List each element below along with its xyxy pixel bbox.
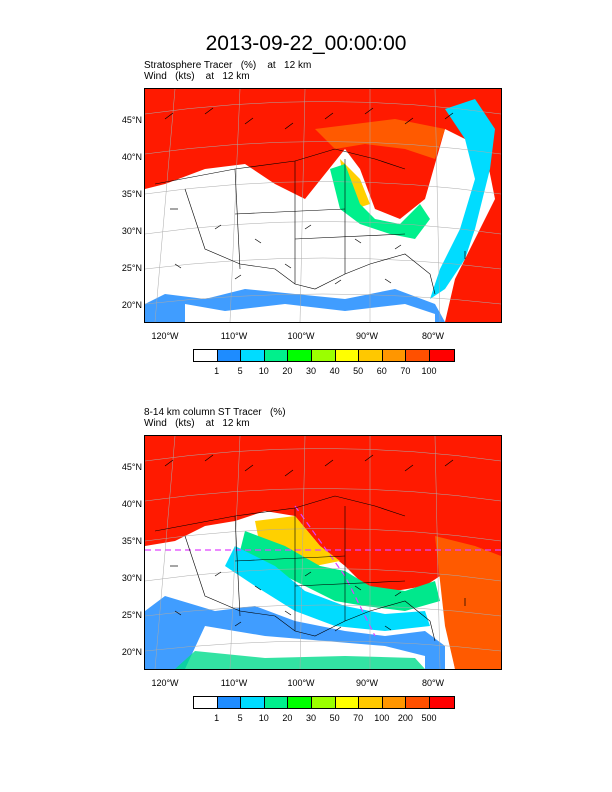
- colorbar-label: 1: [214, 713, 220, 723]
- colorbar-label: 70: [353, 713, 364, 723]
- colorbar-label: 50: [353, 366, 364, 376]
- panel1-tracer-red: [145, 89, 501, 322]
- colorbar-label: 20: [282, 366, 293, 376]
- panel2-map-svg: [145, 436, 501, 669]
- colorbar-label: 10: [258, 713, 269, 723]
- panel1-lat-label: 30°N: [121, 226, 142, 236]
- panel1-lat-label: 35°N: [121, 189, 142, 199]
- colorbar-label: 60: [376, 366, 387, 376]
- colorbar-swatch: [264, 697, 289, 708]
- colorbar-label: 500: [421, 713, 437, 723]
- colorbar-label: 70: [400, 366, 411, 376]
- colorbar-label: 100: [374, 713, 390, 723]
- plot-title: 2013-09-22_00:00:00: [205, 32, 407, 55]
- panel1-tracer-orange: [315, 119, 445, 159]
- panel1-colorbar: [193, 349, 455, 362]
- colorbar-swatch: [382, 697, 407, 708]
- panel2-dashed-diagonal: [294, 505, 376, 637]
- panel2-lon-label: 110°W: [220, 678, 248, 688]
- colorbar-swatch: [359, 697, 383, 708]
- panel2-lat-label: 25°N: [121, 610, 142, 620]
- colorbar-label: 5: [237, 713, 243, 723]
- panel2-map: [144, 435, 502, 670]
- panel1-lon-label: 80°W: [421, 331, 445, 341]
- colorbar-swatch: [217, 350, 242, 361]
- panel1-map-svg: [145, 89, 501, 322]
- colorbar-swatch: [264, 350, 289, 361]
- panel2-lat-label: 35°N: [121, 536, 142, 546]
- colorbar-swatch: [311, 697, 336, 708]
- panel1-wind-barbs: [164, 107, 466, 285]
- colorbar-swatch: [382, 350, 407, 361]
- panel2-wind-label: Wind (kts) at 12 km: [144, 418, 250, 429]
- colorbar-swatch: [241, 350, 265, 361]
- panel1-lon-label: 120°W: [151, 331, 179, 341]
- colorbar-label: 1: [214, 366, 220, 376]
- colorbar-swatch: [406, 697, 430, 708]
- panel1-lon-label: 100°W: [287, 331, 315, 341]
- colorbar-swatch: [359, 350, 383, 361]
- colorbar-swatch: [241, 697, 265, 708]
- colorbar-label: 100: [421, 366, 437, 376]
- colorbar-swatch: [429, 697, 454, 708]
- panel2-borders: [154, 495, 436, 642]
- panel2-lat-label: 45°N: [121, 462, 142, 472]
- colorbar-swatch: [194, 350, 218, 361]
- panel2-colorbar: [193, 696, 455, 709]
- colorbar-label: 200: [397, 713, 413, 723]
- colorbar-swatch: [335, 350, 360, 361]
- panel1-lat-label: 20°N: [121, 300, 142, 310]
- panel1-graticule: [145, 89, 501, 322]
- colorbar-label: 30: [305, 366, 316, 376]
- panel2-tracer-orange-east: [435, 536, 501, 669]
- colorbar-label: 5: [237, 366, 243, 376]
- panel2-lon-label: 120°W: [151, 678, 179, 688]
- panel1-tracer-green: [330, 164, 430, 239]
- colorbar-label: 20: [282, 713, 293, 723]
- panel2-lat-label: 40°N: [121, 499, 142, 509]
- colorbar-swatch: [335, 697, 360, 708]
- panel1-lat-label: 45°N: [121, 115, 142, 125]
- panel1-tracer-cyan: [430, 99, 495, 299]
- panel2-tracer-red: [145, 436, 501, 669]
- panel1-lat-label: 40°N: [121, 152, 142, 162]
- colorbar-label: 50: [329, 713, 340, 723]
- panel2-tracer-cyan: [225, 546, 430, 631]
- panel1-map: [144, 88, 502, 323]
- panel2-lon-label: 80°W: [421, 678, 445, 688]
- panel1-lon-label: 90°W: [355, 331, 379, 341]
- panel2-lon-label: 100°W: [287, 678, 315, 688]
- panel1-lon-label: 110°W: [220, 331, 248, 341]
- panel1-tracer-white-south: [185, 304, 435, 322]
- colorbar-swatch: [311, 350, 336, 361]
- panel2-lat-label: 20°N: [121, 647, 142, 657]
- panel2-graticule: [145, 436, 501, 669]
- panel2-wind-barbs: [164, 454, 466, 632]
- panel1-lat-label: 25°N: [121, 263, 142, 273]
- panel2-tracer-yellow: [255, 516, 340, 566]
- colorbar-label: 30: [305, 713, 316, 723]
- panel2-field-label: 8-14 km column ST Tracer (%): [144, 407, 286, 418]
- panel1-wind-label: Wind (kts) at 12 km: [144, 71, 250, 82]
- colorbar-swatch: [288, 350, 312, 361]
- panel1-borders: [154, 148, 436, 295]
- colorbar-swatch: [194, 697, 218, 708]
- colorbar-swatch: [406, 350, 430, 361]
- panel2-tracer-green: [240, 531, 440, 611]
- panel2-lon-label: 90°W: [355, 678, 379, 688]
- colorbar-swatch: [217, 697, 242, 708]
- colorbar-swatch: [429, 350, 454, 361]
- colorbar-swatch: [288, 697, 312, 708]
- colorbar-label: 10: [258, 366, 269, 376]
- colorbar-label: 40: [329, 366, 340, 376]
- panel1-field-label: Stratosphere Tracer (%) at 12 km: [144, 60, 312, 71]
- panel2-lat-label: 30°N: [121, 573, 142, 583]
